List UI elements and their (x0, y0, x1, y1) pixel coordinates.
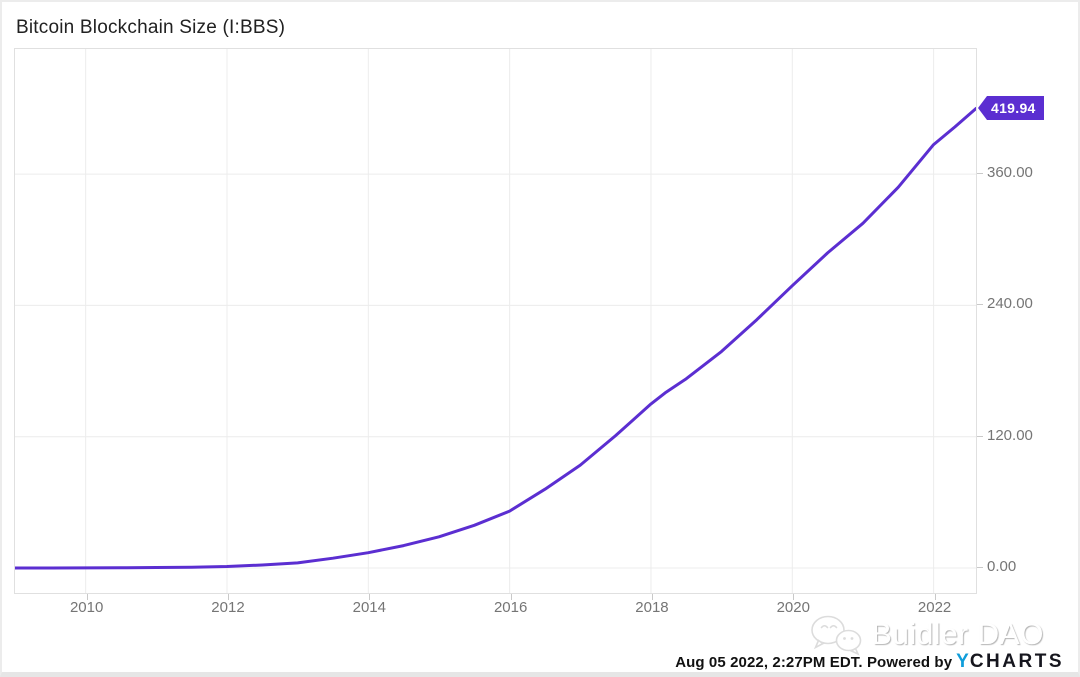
x-axis-label: 2014 (352, 599, 386, 616)
y-axis-tick (977, 304, 983, 306)
watermark-text: Buidler DAO (871, 618, 1044, 651)
last-value: 419.94 (987, 95, 1044, 120)
x-axis-tick (510, 594, 512, 600)
y-axis-label: 240.00 (987, 295, 1033, 313)
line-chart (15, 49, 976, 593)
x-axis-tick (793, 594, 795, 600)
plot-area[interactable] (14, 48, 977, 594)
x-axis-tick (227, 594, 229, 600)
x-axis-tick (934, 594, 936, 600)
y-axis-label: 360.00 (987, 164, 1033, 182)
watermark: Buidler DAO (809, 613, 1044, 657)
x-axis-label: 2022 (917, 599, 952, 616)
x-axis-label: 2016 (493, 599, 528, 616)
ycharts-logo[interactable]: Y CHARTS (956, 651, 1064, 672)
footer-timestamp: Aug 05 2022, 2:27PM EDT. Powered by (675, 653, 953, 671)
ycharts-logo-charts: CHARTS (969, 651, 1064, 672)
x-axis-label: 2012 (211, 599, 245, 616)
x-axis-label: 2018 (635, 599, 669, 616)
x-axis-label: 2010 (69, 599, 104, 616)
badge-arrow-icon (978, 95, 987, 120)
x-axis-tick (651, 594, 653, 600)
footer-attribution: Aug 05 2022, 2:27PM EDT. Powered by Y CHA… (675, 651, 1064, 672)
y-axis-tick (977, 173, 983, 175)
y-axis-tick (977, 566, 983, 568)
chart-title: Bitcoin Blockchain Size (I:BBS) (16, 17, 286, 38)
ycharts-logo-y: Y (956, 651, 970, 672)
y-axis-label: 0.00 (987, 557, 1017, 575)
x-axis-tick (86, 594, 88, 600)
x-axis-label: 2020 (776, 599, 810, 616)
wechat-icon (810, 615, 862, 656)
last-value-badge: 419.94 (978, 95, 1044, 120)
y-axis-label: 120.00 (987, 426, 1033, 444)
y-axis-tick (977, 435, 983, 437)
x-axis-tick (369, 594, 371, 600)
